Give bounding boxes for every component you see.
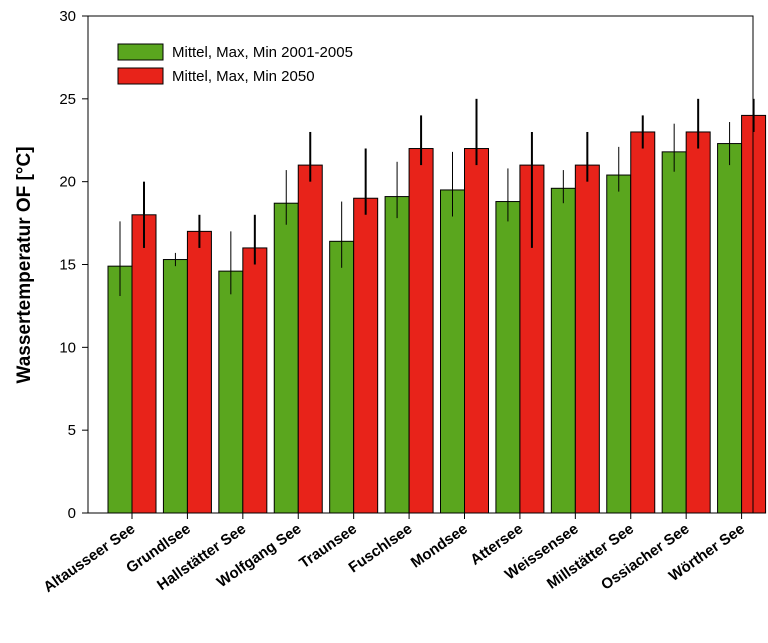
bar-2050 [408,148,434,514]
y-tick-label: 20 [59,174,76,191]
bar-2050 [630,131,656,514]
y-tick-label: 30 [59,8,76,25]
bar-2050 [685,131,711,514]
bar-2001-2005 [495,201,521,514]
bar-2001-2005 [107,265,133,514]
y-tick-label: 10 [59,339,76,356]
category-label: Altausseer See [40,520,138,596]
legend-swatch [117,67,164,85]
legend-label: Mittel, Max, Min 2001-2005 [172,44,353,61]
bar-2050 [574,164,600,514]
bar-2050 [131,214,157,514]
legend-label: Mittel, Max, Min 2050 [172,68,315,85]
y-tick-label: 15 [59,257,76,274]
bar-2050 [242,247,268,514]
plot-frame [87,15,754,514]
bar-2050 [741,114,767,514]
bar-2001-2005 [440,189,465,514]
bar-2001-2005 [717,143,743,514]
bar-2001-2005 [550,187,576,514]
bar-2001-2005 [218,270,244,514]
legend: Mittel, Max, Min 2001-2005 Mittel, Max, M… [117,43,353,85]
y-tick-label: 25 [59,91,76,108]
bar-2001-2005 [273,202,299,514]
y-axis-title: Wassertemperatur OF [°C] [14,146,35,383]
bar-2001-2005 [661,151,687,514]
y-tick-label: 5 [68,422,76,439]
legend-swatch [117,43,164,61]
bar-2001-2005 [606,174,632,514]
bar-2001-2005 [384,196,410,514]
bar-2050 [297,164,323,514]
bar-2050 [353,197,379,514]
y-tick-label: 0 [68,505,76,522]
bar-2001-2005 [329,240,355,514]
bar-2050 [464,148,489,514]
bar-2001-2005 [162,259,188,514]
category-label: Mondsee [408,520,471,571]
bar-2050 [186,230,212,514]
